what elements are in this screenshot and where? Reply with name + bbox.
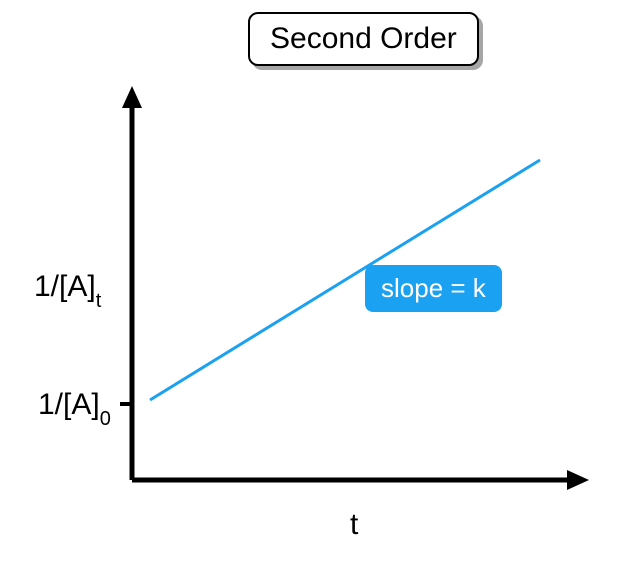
y-axis-label: 1/[A]t — [34, 270, 101, 309]
second-order-chart: Second Order 1/[A]t 1/[A]0 t slope = k — [0, 0, 622, 570]
chart-title: Second Order — [248, 12, 479, 66]
y-axis-arrowhead — [122, 86, 142, 108]
x-axis-label: t — [350, 508, 358, 542]
y-intercept-label: 1/[A]0 — [38, 388, 111, 427]
x-axis-arrowhead — [567, 470, 589, 490]
slope-label: slope = k — [365, 265, 502, 312]
